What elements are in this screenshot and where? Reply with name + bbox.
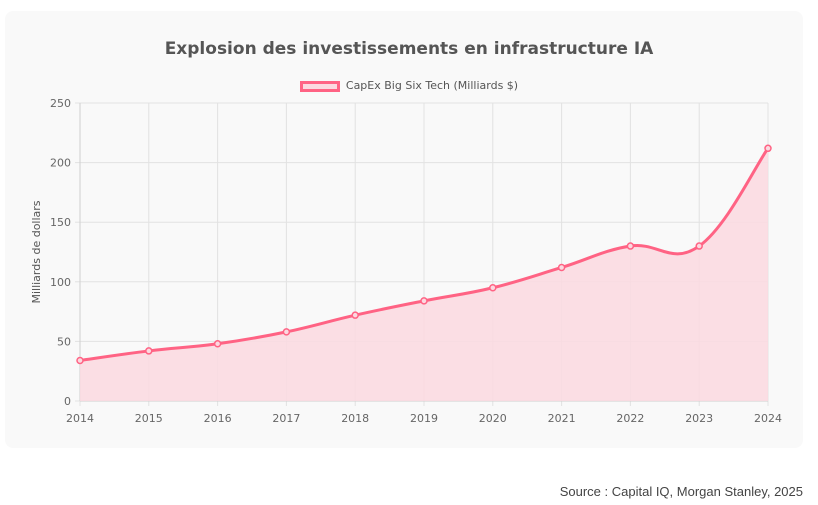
x-tick-label: 2022 xyxy=(616,412,644,425)
y-tick-label: 150 xyxy=(50,216,71,229)
x-tick-label: 2015 xyxy=(135,412,163,425)
x-tick-label: 2014 xyxy=(66,412,94,425)
x-tick-label: 2017 xyxy=(272,412,300,425)
series-line-path xyxy=(79,147,770,362)
data-point-2021[interactable] xyxy=(557,263,566,272)
x-tick-labels: 2014 2015 2016 2017 2018 2019 2020 2021 2022 2023… xyxy=(66,412,782,425)
y-tick-label: 50 xyxy=(57,335,71,348)
data-point-2018[interactable] xyxy=(351,311,359,319)
y-tick-label: 0 xyxy=(64,395,71,408)
data-points xyxy=(76,144,772,365)
series-area-fill xyxy=(80,148,768,401)
data-point-2015[interactable] xyxy=(145,347,153,355)
x-tick-label: 2016 xyxy=(204,412,232,425)
data-point-2020[interactable] xyxy=(489,284,497,292)
data-point-2017[interactable] xyxy=(282,328,291,336)
data-point-2023[interactable] xyxy=(695,242,703,250)
y-tick-label: 100 xyxy=(50,276,71,289)
x-tick-label: 2024 xyxy=(754,412,782,425)
y-tick-labels: 0 50 100 150 200 250 xyxy=(50,97,71,408)
x-tick-label: 2023 xyxy=(685,412,713,425)
data-point-2014[interactable] xyxy=(76,356,84,365)
chart-legend[interactable]: CapEx Big Six Tech (Milliards $) xyxy=(0,79,818,93)
y-tick-label: 200 xyxy=(50,157,71,170)
legend-label: CapEx Big Six Tech (Milliards $) xyxy=(345,79,519,92)
x-tick-label: 2018 xyxy=(341,412,369,425)
data-point-2019[interactable] xyxy=(420,297,428,305)
series-area xyxy=(80,148,768,401)
x-tick-label: 2019 xyxy=(410,412,438,425)
data-point-2024[interactable] xyxy=(764,144,772,153)
source-note: Source : Capital IQ, Morgan Stanley, 202… xyxy=(559,484,803,499)
data-point-2016[interactable] xyxy=(213,340,222,348)
x-tick-label: 2020 xyxy=(479,412,507,425)
chart-title: Explosion des investissements en infrast… xyxy=(164,39,654,59)
data-point-2022[interactable] xyxy=(626,242,635,250)
legend-swatch xyxy=(299,80,340,92)
x-tick-label: 2021 xyxy=(548,412,576,425)
y-axis-label: Milliards de dollars xyxy=(30,200,43,303)
series-line xyxy=(79,147,770,362)
y-tick-label: 250 xyxy=(50,97,71,110)
